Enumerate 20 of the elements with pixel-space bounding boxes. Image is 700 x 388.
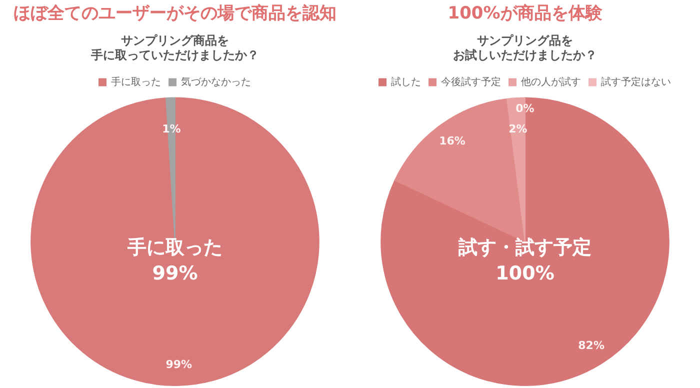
data-label: 99%: [166, 358, 192, 372]
legend-label: 試す予定はない: [601, 76, 671, 88]
data-label: 2%: [508, 122, 528, 136]
legend-label: 気づかなかった: [181, 76, 251, 88]
data-label: 16%: [439, 134, 466, 148]
text: サンプリング商品を: [121, 34, 229, 48]
data-label: 1%: [162, 122, 181, 136]
data-label: 82%: [578, 338, 604, 352]
legend-label: 試した: [391, 76, 421, 88]
text: 手に取っていただけましたか？: [91, 48, 259, 62]
legend-label: 今後試す予定: [441, 76, 501, 88]
text: サンプリング品を: [477, 34, 573, 48]
legend-label: 他の人が試す: [521, 76, 581, 88]
text: お試しいただけましたか？: [453, 48, 597, 62]
legend-label: 手に取った: [111, 76, 161, 88]
chart-title: 100%が商品を体験: [448, 4, 604, 24]
text: 試す・試す予定 100%: [458, 236, 592, 285]
text: 0%: [516, 102, 534, 116]
chart-title: ほぼ全てのユーザーがその場で商品を認知: [14, 4, 336, 24]
text: 手に取った 99%: [126, 236, 222, 285]
